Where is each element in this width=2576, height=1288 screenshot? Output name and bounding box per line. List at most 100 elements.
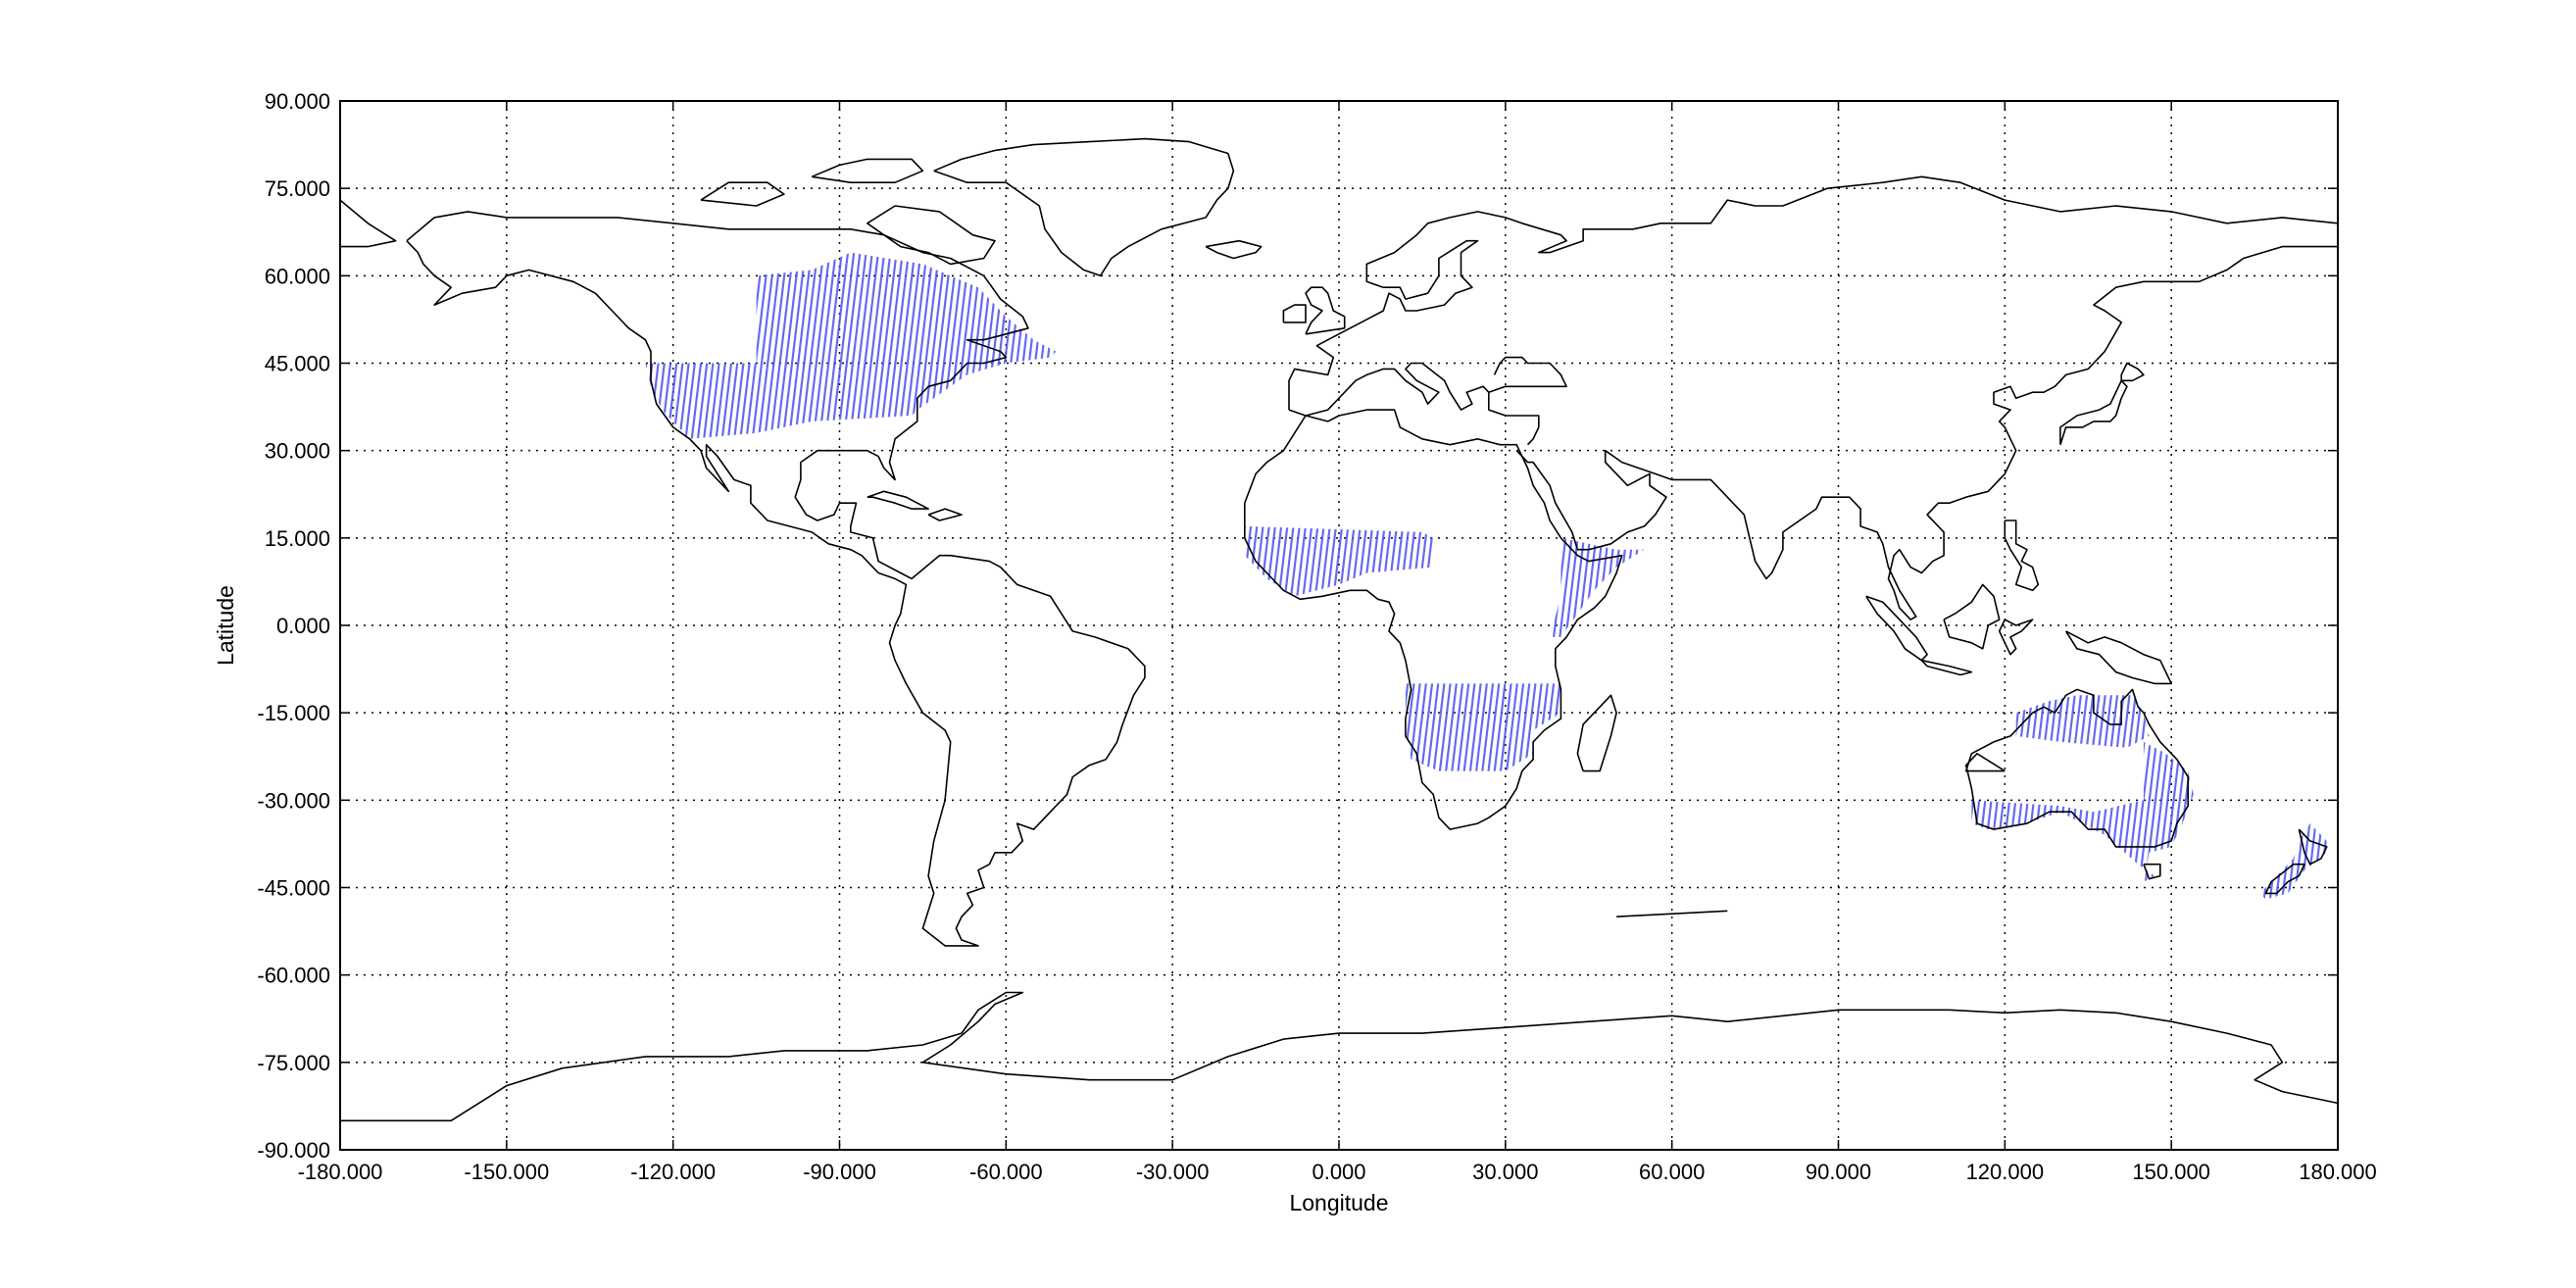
coastline (1288, 175, 2339, 411)
coverage-stripe (2131, 741, 2153, 882)
coverage-stripe (2097, 695, 2107, 748)
coverage-stripe (1405, 683, 1410, 771)
coverage-stripe (1511, 683, 1525, 771)
coastline (700, 181, 785, 207)
coastline (1305, 286, 1346, 335)
coverage-stripe (1563, 537, 1580, 637)
coverage-stripe (787, 252, 814, 439)
x-tick-label: 0.000 (1312, 1160, 1365, 1184)
y-axis-tick-labels: 90.000 75.000 60.000 45.000 30.000 15.000 0.00… (257, 89, 330, 1163)
axis-ticks (339, 100, 2339, 1151)
coverage-stripe (1499, 683, 1513, 771)
coverage-stripe (2138, 741, 2158, 882)
coastline (1244, 409, 1623, 830)
coverage-stripe (768, 252, 795, 439)
coastline (867, 490, 929, 510)
coverage-stripe (1419, 683, 1434, 771)
coverage-stripe (1505, 683, 1519, 771)
coverage-stripe (2085, 695, 2095, 748)
x-tick-label: 150.000 (2132, 1160, 2210, 1184)
coverage-stripe (1480, 683, 1495, 771)
coverage-stripe (1295, 525, 1308, 597)
x-tick-label: -180.000 (298, 1160, 383, 1184)
coastline (2120, 362, 2145, 382)
x-tick-label: 120.000 (1966, 1160, 2045, 1184)
coverage-stripe (1493, 683, 1508, 771)
coverage-stripe (878, 252, 905, 439)
coverage-stripe (1456, 683, 1470, 771)
coverage-stripe (1319, 525, 1332, 597)
coastline (406, 211, 1146, 947)
coastline (1488, 392, 1540, 446)
coverage-stripe (781, 252, 808, 439)
x-tick-label: 30.000 (1472, 1160, 1538, 1184)
coverage-stripe (817, 252, 844, 439)
coastline (867, 205, 996, 266)
coverage-stripe (1462, 683, 1477, 771)
coastline (1943, 583, 2001, 650)
coverage-stripe (866, 252, 893, 439)
coastline (1998, 619, 2034, 656)
y-tick-label: -60.000 (257, 964, 330, 988)
y-tick-label: 0.000 (276, 614, 330, 638)
x-tick-label: -90.000 (803, 1160, 876, 1184)
coverage-stripe (2121, 695, 2132, 748)
coverage-stripe (909, 252, 935, 439)
coverage-stripe (799, 252, 825, 439)
y-axis-label: Latitude (213, 585, 238, 666)
y-tick-label: -75.000 (257, 1051, 330, 1075)
coverage-stripe (1283, 525, 1296, 597)
x-tick-label: 60.000 (1639, 1160, 1705, 1184)
coverage-stripe (1438, 683, 1453, 771)
coverage-stripe (1468, 683, 1483, 771)
coverage-stripe (763, 252, 789, 439)
x-tick-label: 180.000 (2299, 1160, 2377, 1184)
x-tick-label: -120.000 (630, 1160, 716, 1184)
coastline (927, 508, 963, 521)
y-tick-label: 75.000 (265, 176, 330, 201)
y-tick-label: 90.000 (265, 89, 330, 114)
coverage-stripe (884, 252, 911, 439)
coverage-stripe (890, 252, 916, 439)
coastline (811, 158, 924, 183)
x-tick-label: 90.000 (1806, 1160, 1871, 1184)
coverage-stripe (1413, 683, 1428, 771)
coverage-stripe (2108, 695, 2119, 748)
coverage-stripe (872, 252, 899, 439)
coverage-stripe (2078, 695, 2089, 748)
x-tick-label: -30.000 (1136, 1160, 1210, 1184)
coverage-stripe (842, 252, 868, 439)
coverage-stripe (835, 252, 863, 439)
y-tick-label: -15.000 (257, 701, 330, 725)
coastline (1515, 245, 2338, 620)
coastline (2298, 828, 2328, 866)
coverage-stripe (848, 252, 874, 439)
coverage-stripe (829, 252, 856, 439)
coastline (1865, 595, 1928, 662)
coastline (1964, 688, 2189, 848)
coverage-stripe (2103, 695, 2113, 748)
coverage-stripe (860, 252, 886, 439)
coastline (2143, 863, 2161, 880)
y-tick-label: 30.000 (265, 439, 330, 464)
y-tick-label: 15.000 (265, 526, 330, 551)
coastline (2064, 630, 2172, 685)
coverage-stripe (2091, 695, 2102, 748)
coverage-stripe (1432, 683, 1447, 771)
coverage-stripe (896, 252, 923, 439)
coastline (339, 199, 397, 248)
coverage-stripe (1516, 683, 1531, 771)
coverage-stripe (1308, 525, 1320, 597)
x-axis-label: Longitude (1289, 1190, 1388, 1215)
coverage-stripe (812, 252, 838, 439)
coastline (1288, 356, 1567, 417)
coastline (2059, 379, 2128, 445)
coverage-stripe (751, 252, 777, 439)
coastline (2264, 863, 2305, 895)
coverage-stripe (1301, 525, 1313, 597)
coverage-stripe (1558, 537, 1574, 637)
coverage-stripe (1405, 683, 1416, 771)
coastline (340, 991, 2339, 1122)
coastlines (339, 137, 2339, 1122)
